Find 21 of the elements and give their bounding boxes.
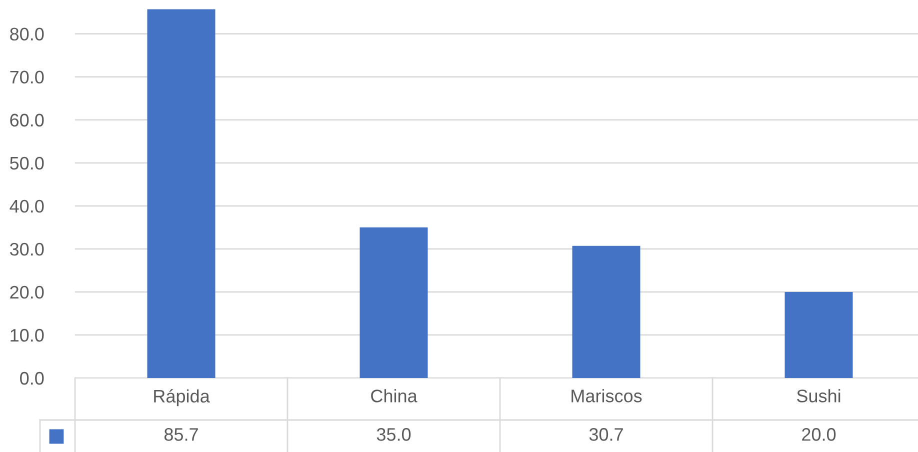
y-tick-label: 70.0 — [10, 70, 44, 84]
y-tick-label: 30.0 — [10, 242, 44, 256]
text: 30.7 — [589, 428, 623, 441]
x-tick-label: China — [371, 389, 418, 402]
y-tick-label: 20.0 — [10, 286, 44, 299]
bar — [360, 227, 428, 378]
bar — [147, 9, 216, 378]
x-tick-label: Rápida — [154, 389, 210, 406]
text: 85.7 — [164, 428, 198, 441]
y-tick-label: 0.0 — [20, 372, 44, 385]
x-tick-label: Mariscos — [572, 389, 642, 402]
bar — [784, 292, 853, 378]
y-tick-label: 40.0 — [10, 200, 44, 213]
text: 35.0 — [376, 428, 411, 441]
bar — [572, 246, 640, 378]
y-tick-label: 60.0 — [10, 114, 44, 127]
x-tick-label: Sushi — [796, 389, 840, 402]
y-tick-label: 10.0 — [10, 328, 44, 342]
y-tick-label: 50.0 — [10, 156, 44, 170]
text: 20.0 — [802, 428, 836, 441]
y-tick-label: 80.0 — [10, 28, 44, 41]
